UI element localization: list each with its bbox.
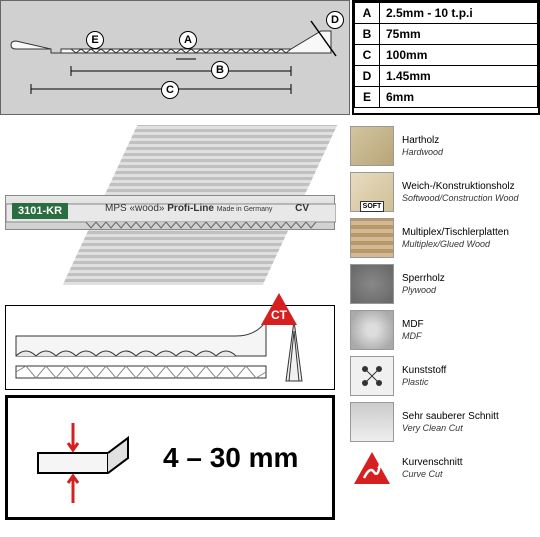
thickness-range: 4 – 30 mm [163,442,298,474]
material-name-en: Plywood [402,285,436,295]
bottom-diagrams: CT 4 – 30 mm [5,305,335,520]
blade-model-label: 3101-KR [12,203,68,219]
material-icon [350,218,394,258]
material-name-en: Softwood/Construction Wood [402,193,519,203]
dim-label-b: B [211,61,229,79]
material-icon [350,402,394,442]
blade-brand: MPS [105,203,127,214]
spec-row: D1.45mm [355,66,538,87]
material-name-de: MDF [402,319,535,330]
dim-label-c: C [161,81,179,99]
material-name-en: MDF [402,331,422,341]
material-icon [350,310,394,350]
material-icon [350,126,394,166]
material-name-en: Very Clean Cut [402,423,463,433]
spec-key: C [355,45,380,66]
material-row: KunststoffPlastic [350,355,535,397]
material-text: Sehr sauberer SchnittVery Clean Cut [402,411,535,434]
material-row: SOFT Weich-/KonstruktionsholzSoftwood/Con… [350,171,535,213]
material-row: SperrholzPlywood [350,263,535,305]
spec-key: B [355,24,380,45]
material-name-de: Sperrholz [402,273,535,284]
tooth-profile-box: CT [5,305,335,390]
material-name-de: Kurvenschnitt [402,457,535,468]
material-text: KunststoffPlastic [402,365,535,388]
material-name-en: Multiplex/Glued Wood [402,239,490,249]
svg-text:CT: CT [271,308,288,322]
blade-dimension-svg [1,1,351,116]
material-name-en: Plastic [402,377,429,387]
spec-value: 6mm [380,87,538,108]
material-row: HartholzHardwood [350,125,535,167]
spec-row: C100mm [355,45,538,66]
materials-list: HartholzHardwood SOFT Weich-/Konstruktions… [350,125,535,493]
material-text: HartholzHardwood [402,135,535,158]
dim-label-d: D [326,11,344,29]
material-row: MDFMDF [350,309,535,351]
material-text: Multiplex/TischlerplattenMultiplex/Glued… [402,227,535,250]
material-text: KurvenschnittCurve Cut [402,457,535,480]
top-row: A B C D E A2.5mm - 10 t.p.i B75mm C100mm… [0,0,540,115]
spec-row: B75mm [355,24,538,45]
blade-line: Profi-Line [167,203,214,214]
dim-label-e: E [86,31,104,49]
spec-key: A [355,3,380,24]
material-name-de: Kunststoff [402,365,535,376]
material-name-en: Hardwood [402,147,443,157]
material-icon [350,264,394,304]
material-text: Weich-/KonstruktionsholzSoftwood/Constru… [402,181,535,204]
spec-key: E [355,87,380,108]
material-row: Sehr sauberer SchnittVery Clean Cut [350,401,535,443]
thickness-box: 4 – 30 mm [5,395,335,520]
spec-row: E6mm [355,87,538,108]
spec-key: D [355,66,380,87]
material-icon-triangle [350,448,394,488]
spec-row: A2.5mm - 10 t.p.i [355,3,538,24]
blade-wood: «wood» [129,203,164,214]
spec-value: 75mm [380,24,538,45]
spec-value: 1.45mm [380,66,538,87]
material-text: MDFMDF [402,319,535,342]
material-row: Multiplex/TischlerplattenMultiplex/Glued… [350,217,535,259]
ct-badge: CT [259,291,299,330]
dimension-diagram: A B C D E [0,0,350,115]
material-name-de: Sehr sauberer Schnitt [402,411,535,422]
material-icon: SOFT [350,172,394,212]
material-name-en: Curve Cut [402,469,443,479]
material-row: KurvenschnittCurve Cut [350,447,535,489]
material-text: SperrholzPlywood [402,273,535,296]
material-name-de: Hartholz [402,135,535,146]
blade-origin: Made in Germany [217,206,273,213]
product-spec-container: A B C D E A2.5mm - 10 t.p.i B75mm C100mm… [0,0,540,537]
thickness-graphic [23,408,143,508]
blade-material: CV [295,203,309,214]
spec-value: 100mm [380,45,538,66]
material-name-de: Weich-/Konstruktionsholz [402,181,535,192]
dim-label-a: A [179,31,197,49]
spec-value: 2.5mm - 10 t.p.i [380,3,538,24]
spec-table: A2.5mm - 10 t.p.i B75mm C100mm D1.45mm E… [352,0,540,115]
material-icon [350,356,394,396]
material-name-de: Multiplex/Tischlerplatten [402,227,535,238]
blade-info-text: MPS «wood» Profi-Line Made in Germany CV [105,203,309,214]
